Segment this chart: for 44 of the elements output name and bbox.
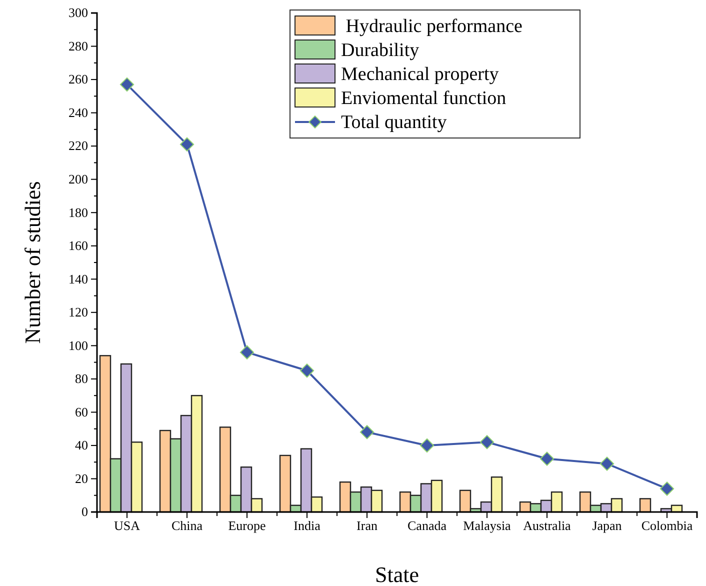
y-tick-label: 20 bbox=[75, 470, 88, 486]
y-tick-label: 280 bbox=[68, 38, 88, 54]
y-tick-label: 220 bbox=[68, 138, 88, 154]
x-tick-label: Japan bbox=[592, 518, 622, 534]
y-tick-label: 180 bbox=[68, 204, 88, 220]
y-tick-label: 120 bbox=[68, 304, 88, 320]
y-tick-label: 300 bbox=[68, 5, 88, 20]
point bbox=[600, 456, 614, 471]
y-tick-label: 240 bbox=[68, 104, 88, 120]
point bbox=[420, 438, 434, 453]
x-tick-label: Malaysia bbox=[463, 518, 512, 534]
point bbox=[660, 482, 674, 496]
x-tick-label: India bbox=[294, 518, 321, 534]
y-tick-label: 60 bbox=[75, 404, 88, 420]
x-tick-label: Canada bbox=[408, 518, 447, 534]
point bbox=[180, 137, 194, 152]
x-tick-label: Colombia bbox=[641, 518, 693, 534]
legend-label: Durability bbox=[341, 40, 420, 61]
x-tick-label: Australia bbox=[523, 518, 572, 534]
y-tick-label: 100 bbox=[68, 338, 88, 353]
y-tick-label: 200 bbox=[68, 171, 88, 186]
legend-label: Hydraulic performance bbox=[341, 16, 522, 37]
point bbox=[120, 77, 134, 92]
legend-label: Mechanical property bbox=[341, 64, 500, 85]
x-tick-label: Iran bbox=[356, 518, 378, 534]
y-tick-label: 0 bbox=[82, 504, 88, 520]
legend-label: Total quantity bbox=[341, 112, 448, 133]
y-tick-label: 80 bbox=[75, 371, 88, 386]
y-axis-title: Number of studies bbox=[20, 181, 45, 344]
point bbox=[360, 425, 374, 440]
y-tick-label: 260 bbox=[68, 72, 88, 87]
x-tick-label: China bbox=[171, 518, 203, 534]
x-axis-title: State bbox=[375, 562, 419, 586]
y-tick-label: 40 bbox=[75, 438, 88, 453]
y-tick-label: 160 bbox=[68, 238, 88, 254]
point bbox=[540, 452, 554, 466]
x-tick-label: USA bbox=[114, 518, 141, 534]
point bbox=[480, 435, 494, 450]
x-tick-label: Europe bbox=[228, 518, 266, 534]
point bbox=[240, 345, 254, 360]
point bbox=[300, 364, 314, 378]
y-tick-label: 140 bbox=[68, 271, 88, 286]
bar bbox=[639, 498, 652, 513]
legend-label: Enviomental function bbox=[341, 88, 507, 109]
